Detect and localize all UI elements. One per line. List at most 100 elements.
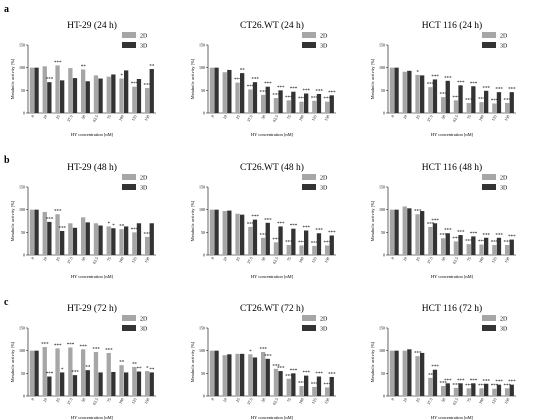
significance-mark: *** [264, 218, 272, 223]
bar-2D [492, 103, 497, 113]
bar-2D [106, 76, 111, 113]
significance-mark: *** [131, 228, 139, 233]
bar-2D [68, 68, 73, 113]
significance-mark: *** [491, 241, 499, 246]
bar-3D [265, 222, 270, 255]
significance-mark: *** [328, 372, 336, 377]
bar-2D [273, 98, 279, 113]
significance-mark: *** [311, 96, 319, 101]
legend-swatch-2D [122, 315, 136, 321]
bar-2D [312, 100, 317, 113]
bar-2D [42, 347, 47, 396]
significance-mark: *** [264, 354, 272, 359]
significance-mark: *** [504, 384, 512, 389]
significance-mark: *** [315, 89, 323, 94]
bar-3D [72, 78, 78, 113]
bar-3D [136, 371, 142, 396]
bar-2D [68, 347, 73, 396]
x-tick-label: 50 [440, 114, 446, 120]
significance-mark: *** [328, 231, 336, 236]
legend-label-2D: 2D [500, 34, 508, 40]
bar-2D [42, 66, 47, 113]
bar-2D [324, 387, 330, 396]
significance-mark: *** [290, 369, 298, 374]
bar-3D [291, 373, 296, 396]
significance-mark: * [108, 222, 111, 227]
bar-2D [402, 350, 407, 396]
significance-mark: ** [119, 361, 125, 366]
y-axis-label: Metabolic activity [%] [370, 200, 375, 241]
legend-swatch-3D [482, 325, 496, 331]
significance-mark: *** [303, 89, 311, 94]
significance-mark: *** [427, 83, 435, 88]
significance-mark: *** [470, 232, 478, 237]
significance-mark: *** [452, 383, 460, 388]
x-tick-label: 37.5 [426, 397, 434, 406]
legend-label-3D: 3D [320, 327, 328, 333]
significance-mark: *** [508, 380, 516, 385]
bar-3D [304, 230, 309, 255]
bar-3D [394, 67, 399, 113]
bar-3D [509, 239, 514, 255]
bar-3D [445, 233, 450, 255]
x-tick-label: 150 [323, 114, 330, 122]
bar-2D [299, 101, 304, 113]
x-tick-label: 0 [210, 256, 215, 260]
x-tick-label: 62.5 [451, 114, 459, 123]
bar-2D [106, 226, 111, 255]
significance-mark: *** [264, 82, 272, 87]
bar-2D [248, 226, 253, 255]
x-tick-label: 125 [130, 114, 137, 122]
significance-mark: *** [260, 233, 268, 238]
bar-2D [389, 209, 395, 255]
bar-2D [415, 356, 420, 396]
y-tick-label: 50 [21, 230, 25, 235]
bar-3D [304, 93, 309, 113]
x-tick-label: 75 [106, 397, 112, 403]
bar-2D [286, 378, 291, 396]
x-tick-label: 37.5 [426, 114, 434, 123]
significance-mark: *** [440, 234, 448, 239]
bar-3D [240, 214, 245, 255]
y-axis-label: Metabolic activity [%] [190, 341, 195, 382]
significance-mark: *** [328, 91, 336, 96]
y-tick-label: 0 [203, 111, 205, 116]
x-tick-label: 62.5 [271, 114, 279, 123]
bar-3D [291, 91, 296, 113]
bar-3D [252, 82, 258, 113]
bar-2D [286, 245, 291, 255]
bar-3D [458, 85, 463, 113]
x-tick-label: 37.5 [246, 114, 254, 123]
x-tick-label: 150 [503, 397, 510, 405]
significance-mark: *** [427, 222, 435, 227]
significance-mark: *** [67, 343, 75, 348]
bar-2D [440, 386, 446, 396]
legend-swatch-2D [122, 32, 136, 38]
x-tick-label: 75 [106, 256, 112, 262]
bar-3D [214, 350, 219, 396]
bar-3D [124, 226, 129, 255]
x-tick-label: 125 [130, 397, 137, 405]
bar-2D [55, 214, 60, 255]
x-tick-label: 37.5 [246, 256, 254, 265]
bar-2D [453, 387, 459, 396]
significance-mark: *** [54, 210, 62, 215]
bar-3D [60, 230, 65, 255]
significance-mark: *** [431, 365, 439, 370]
significance-mark: *** [452, 237, 460, 242]
bar-3D [98, 372, 103, 396]
y-tick-label: 0 [383, 111, 385, 116]
y-tick-label: 150 [19, 326, 25, 331]
y-tick-label: 100 [19, 348, 25, 353]
significance-mark: * [61, 368, 64, 373]
significance-mark: *** [298, 382, 306, 387]
significance-mark: *** [491, 99, 499, 104]
significance-mark: *** [504, 241, 512, 246]
bar-2D [389, 67, 395, 113]
y-tick-label: 100 [199, 348, 205, 353]
y-tick-label: 50 [201, 88, 205, 93]
significance-mark: *** [46, 217, 54, 222]
significance-mark: *** [303, 371, 311, 376]
